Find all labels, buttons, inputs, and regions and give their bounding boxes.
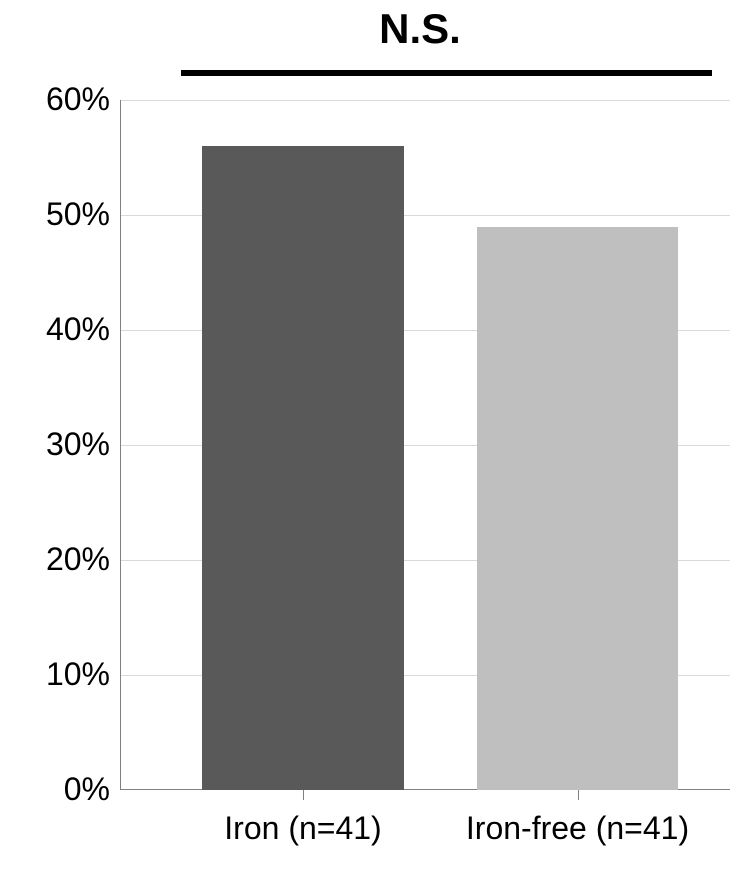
x-tick (303, 790, 304, 800)
bar (202, 146, 403, 790)
y-axis-line (120, 100, 121, 790)
y-tick-label: 40% (0, 311, 110, 348)
plot-area (120, 100, 730, 790)
y-tick-label: 10% (0, 656, 110, 693)
chart-title: N.S. (270, 5, 570, 53)
y-tick-label: 60% (0, 81, 110, 118)
x-tick-label: Iron-free (n=41) (428, 810, 728, 847)
bar (477, 227, 678, 791)
bar-chart: N.S. 0% 10% 20% 30% 40% 50% 60% Iron (n=41)Iron… (0, 0, 750, 870)
gridline (120, 100, 730, 101)
y-tick-label: 0% (0, 771, 110, 808)
y-tick-label: 20% (0, 541, 110, 578)
x-tick (578, 790, 579, 800)
x-tick-label: Iron (n=41) (153, 810, 453, 847)
y-tick-label: 50% (0, 196, 110, 233)
y-tick-label: 30% (0, 426, 110, 463)
significance-bar (181, 70, 712, 76)
